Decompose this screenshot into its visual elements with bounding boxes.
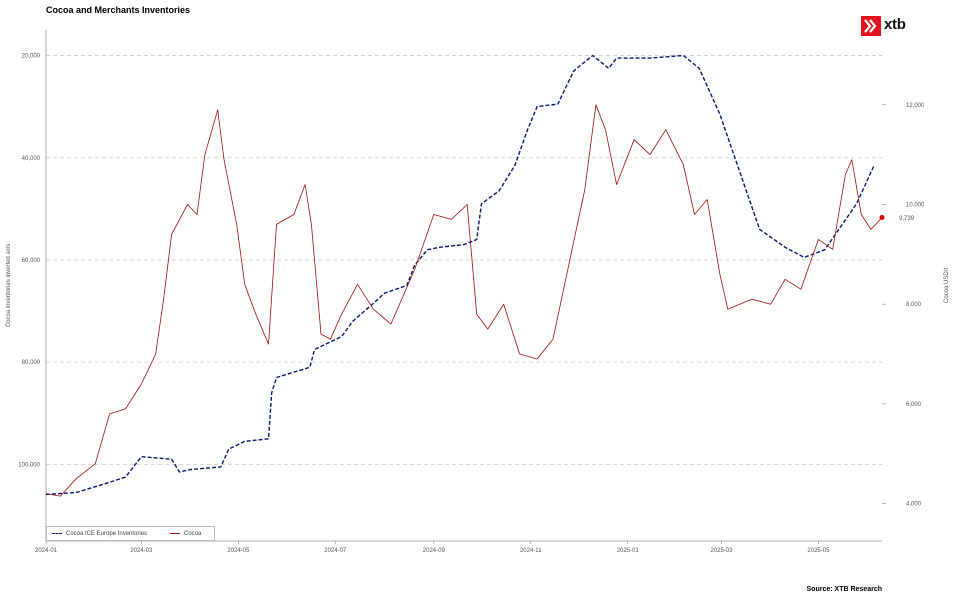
legend-swatch-cocoa [170,532,180,534]
x-tick-label: 2024-09 [423,548,446,554]
right-tick-label: 4,000 [906,502,922,508]
source-note: Source: XTB Research [806,586,882,593]
cocoa-last-point [879,214,885,220]
x-tick-label: 2025-05 [807,548,830,554]
x-tick-label: 2024-07 [324,548,347,554]
xtb-logo-mark-icon [861,16,881,36]
legend: Cocoa ICE Europe Inventories Cocoa [46,526,215,541]
grid-lines [46,55,882,465]
right-axis-label: Cocoa USD/t [944,268,950,303]
left-tick-label: 20,000 [22,54,41,60]
inventories-line [45,54,875,496]
series-lines: 9,739 [45,54,915,497]
right-tick-label: 12,000 [906,103,925,109]
legend-item-inventories: Cocoa ICE Europe Inventories [52,530,147,538]
axes [45,30,886,544]
xtb-logo-text: xtb [884,16,906,33]
x-tick-label: 2024-05 [227,548,250,554]
legend-label-inventories: Cocoa ICE Europe Inventories [66,531,148,537]
right-tick-label: 8,000 [906,302,922,308]
left-axis-label: Cocoa inventories inverted axis [6,244,12,327]
left-tick-label: 60,000 [22,258,41,264]
legend-label-cocoa: Cocoa [184,531,202,537]
left-tick-label: 100,000 [18,462,40,468]
x-tick-label: 2024-11 [520,548,542,554]
left-tick-label: 80,000 [22,360,41,366]
right-tick-label: 10,000 [906,202,925,208]
legend-item-cocoa: Cocoa [170,530,201,538]
legend-swatch-inventories [52,532,62,534]
left-tick-label: 40,000 [22,156,41,162]
right-tick-label: 6,000 [906,402,922,408]
x-tick-label: 2025-01 [617,548,640,554]
x-tick-label: 2024-03 [130,548,153,554]
tick-labels: 20,000 40,000 60,000 80,000 100,000 4,000 6,00… [18,54,925,554]
xtb-logo: xtb [861,16,921,36]
x-tick-label: 2025-03 [710,548,733,554]
cocoa-last-value-label: 9,739 [899,216,915,222]
x-tick-label: 2024-01 [35,548,58,554]
axis-labels: Cocoa inventories inverted axis Cocoa USD… [6,244,950,327]
cocoa-line [45,104,883,497]
chart-title: Cocoa and Merchants Inventories [46,5,191,15]
